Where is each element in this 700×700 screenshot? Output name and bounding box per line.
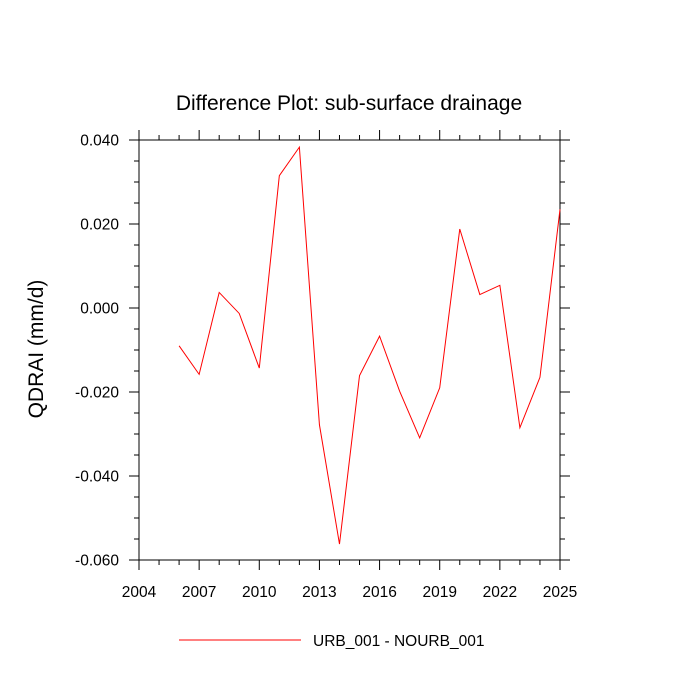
- x-tick-label: 2019: [422, 584, 456, 601]
- series-layer: [178, 145, 561, 545]
- x-tick-label: 2022: [483, 584, 517, 601]
- y-tick-label: -0.020: [75, 385, 119, 402]
- y-tick-label: -0.040: [75, 469, 119, 486]
- y-tick-label: 0.000: [80, 301, 119, 318]
- x-tick-label: 2013: [302, 584, 336, 601]
- series-line: [178, 145, 561, 545]
- y-tick-label: 0.040: [80, 133, 119, 150]
- x-tick-label: 2004: [122, 584, 157, 601]
- x-tick-label: 2016: [362, 584, 396, 601]
- x-tick-label: 2025: [543, 584, 577, 601]
- legend-label: URB_001 - NOURB_001: [313, 633, 484, 650]
- y-tick-label: -0.060: [75, 553, 119, 570]
- plot-axes: -0.060 -0.040 -0.020 0.000 0.020 0.040 2004 200…: [75, 130, 577, 601]
- chart-title: Difference Plot: sub-surface drainage: [176, 92, 522, 115]
- y-axis-label: QDRAI (mm/d): [25, 280, 48, 419]
- plot-frame: [138, 139, 561, 561]
- y-tick-label: 0.020: [80, 217, 119, 234]
- x-tick-label: 2007: [182, 584, 216, 601]
- x-tick-label: 2010: [242, 584, 277, 601]
- legend: URB_001 - NOURB_001: [179, 633, 484, 650]
